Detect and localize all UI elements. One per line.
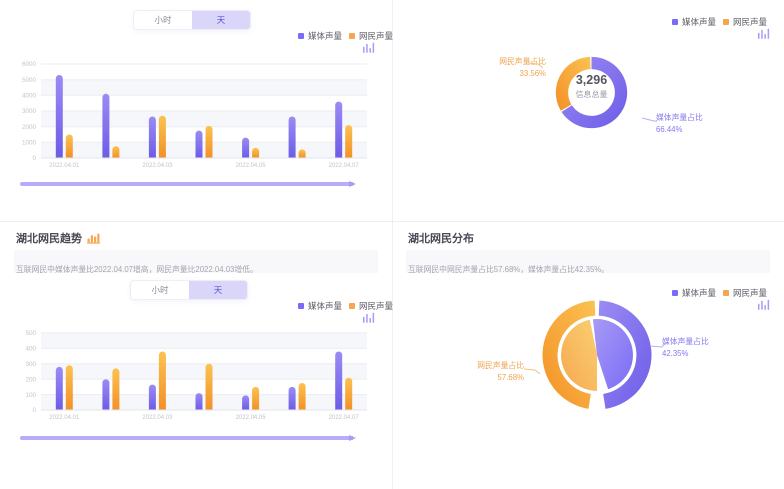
svg-text:2000: 2000 bbox=[22, 124, 37, 131]
svg-text:4000: 4000 bbox=[22, 93, 37, 100]
svg-text:0: 0 bbox=[32, 155, 36, 162]
svg-text:3000: 3000 bbox=[22, 108, 37, 115]
svg-text:6000: 6000 bbox=[22, 61, 37, 68]
svg-text:2022.04.07: 2022.04.07 bbox=[329, 163, 360, 169]
svg-text:2022.04.07: 2022.04.07 bbox=[329, 415, 360, 421]
svg-text:5000: 5000 bbox=[22, 77, 37, 84]
svg-text:200: 200 bbox=[25, 376, 36, 383]
svg-text:400: 400 bbox=[25, 346, 36, 353]
svg-text:2022.04.05: 2022.04.05 bbox=[236, 163, 267, 169]
svg-text:2022.04.01: 2022.04.01 bbox=[49, 163, 80, 169]
svg-text:2022.04.01: 2022.04.01 bbox=[49, 415, 80, 421]
svg-text:0: 0 bbox=[32, 407, 36, 414]
svg-text:2022.04.03: 2022.04.03 bbox=[142, 415, 173, 421]
svg-text:500: 500 bbox=[25, 330, 36, 337]
svg-text:300: 300 bbox=[25, 361, 36, 368]
svg-text:2022.04.03: 2022.04.03 bbox=[142, 163, 173, 169]
svg-text:1000: 1000 bbox=[22, 140, 37, 147]
svg-text:2022.04.05: 2022.04.05 bbox=[236, 415, 267, 421]
svg-text:100: 100 bbox=[25, 392, 36, 399]
